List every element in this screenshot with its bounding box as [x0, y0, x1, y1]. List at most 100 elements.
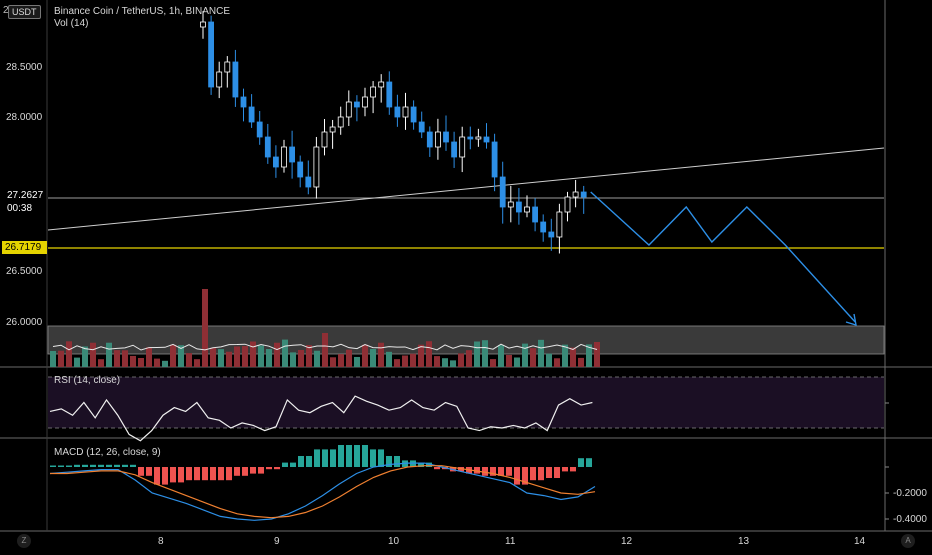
rsi-line	[49, 395, 593, 442]
macd-histogram-bar	[290, 462, 296, 467]
macd-histogram-bar	[474, 467, 480, 474]
candle-body	[224, 61, 231, 73]
macd-histogram-bar	[330, 449, 336, 467]
volume-bar	[130, 355, 136, 367]
time-tick-11: 11	[505, 536, 516, 547]
volume-bar	[450, 360, 456, 367]
volume-bar	[266, 349, 272, 367]
price-axis-top-cut: 2	[3, 5, 9, 16]
volume-bar	[58, 350, 64, 367]
volume-bar	[162, 360, 168, 367]
macd-histogram-bar	[298, 456, 304, 467]
macd-histogram-bar	[338, 445, 344, 467]
candle-body	[256, 121, 263, 138]
candle-body	[507, 201, 514, 208]
forecast-arrowhead	[845, 313, 857, 326]
volume-bar	[418, 344, 424, 367]
macd-histogram-bar	[138, 467, 144, 476]
volume-bars	[50, 289, 600, 367]
volume-bar	[442, 358, 448, 367]
volume-indicator-label[interactable]: Vol (14)	[54, 18, 89, 29]
volume-bar	[458, 353, 464, 367]
candle-body	[208, 21, 215, 88]
candle-body	[297, 161, 304, 178]
auto-scale-button[interactable]: A	[901, 534, 915, 548]
volume-bar	[570, 347, 576, 367]
trendline[interactable]	[47, 147, 885, 231]
volume-bar	[562, 344, 568, 367]
macd-histogram-bar	[570, 467, 576, 472]
volume-bar	[466, 350, 472, 367]
volume-bar	[274, 342, 280, 367]
macd-tick--0-4: -0.4000	[893, 514, 927, 525]
macd-histogram-bar	[314, 449, 320, 467]
candle-body	[548, 231, 555, 238]
macd-histogram-bar	[234, 467, 240, 476]
macd-histogram-bar	[130, 464, 136, 467]
macd-histogram-bar	[274, 467, 280, 470]
volume-bar	[146, 347, 152, 367]
volume-bar	[282, 339, 288, 367]
candle-body	[329, 126, 336, 133]
volume-bar	[106, 342, 112, 367]
volume-bar	[402, 355, 408, 367]
candle-body	[540, 221, 547, 233]
macd-histogram-bar	[578, 458, 584, 467]
volume-bar	[290, 352, 296, 367]
candle-body	[394, 106, 401, 118]
currency-button[interactable]: USDT	[8, 5, 41, 19]
volume-bar	[50, 350, 56, 367]
volume-bar	[362, 344, 368, 367]
candle-body	[483, 136, 490, 143]
volume-bar	[538, 339, 544, 367]
volume-bar	[346, 349, 352, 367]
macd-line	[49, 462, 596, 521]
macd-histogram-bar	[522, 467, 528, 485]
volume-bar	[234, 346, 240, 367]
macd-histogram-bar	[482, 467, 488, 476]
macd-histogram-bar	[258, 467, 264, 474]
macd-histogram-bar	[98, 464, 104, 467]
volume-bar	[194, 359, 200, 367]
macd-histogram-bar	[538, 467, 544, 481]
macd-histogram-bar	[82, 464, 88, 467]
candle-body	[572, 191, 579, 198]
candle-body	[499, 176, 506, 208]
macd-indicator-label[interactable]: MACD (12, 26, close, 9)	[54, 447, 161, 458]
candle-body	[386, 81, 393, 108]
volume-bar	[354, 356, 360, 367]
macd-histogram-bar	[226, 467, 232, 481]
candle-body	[516, 201, 522, 213]
volume-bar	[410, 353, 416, 367]
candle-body	[459, 136, 466, 158]
countdown-label: 00:38	[4, 202, 36, 215]
macd-histogram-bar	[210, 467, 216, 481]
macd-histogram-bar	[194, 467, 200, 481]
volume-bar	[386, 351, 392, 367]
volume-bar	[506, 354, 512, 367]
candle-body	[216, 71, 223, 88]
time-tick-9: 9	[274, 536, 280, 547]
volume-bar	[138, 357, 144, 367]
volume-bar	[242, 346, 248, 367]
macd-histogram-bar	[186, 467, 192, 481]
macd-histogram	[50, 445, 592, 485]
macd-histogram-bar	[306, 456, 312, 467]
left-corner-button[interactable]: Z	[17, 534, 31, 548]
candle-body	[289, 146, 296, 163]
macd-histogram-bar	[490, 467, 496, 476]
price-tick-28-0: 28.0000	[6, 112, 43, 123]
candle-body	[475, 136, 482, 140]
volume-bar	[338, 354, 344, 367]
macd-histogram-bar	[554, 467, 560, 478]
forecast-zigzag[interactable]	[590, 191, 856, 323]
volume-bar	[186, 353, 192, 367]
macd-histogram-bar	[66, 465, 72, 467]
volume-bar	[66, 341, 72, 367]
price-tick-26-5: 26.5000	[6, 266, 43, 277]
macd-histogram-bar	[386, 456, 392, 467]
rsi-indicator-label[interactable]: RSI (14, close)	[54, 375, 121, 386]
volume-bar	[498, 345, 504, 367]
